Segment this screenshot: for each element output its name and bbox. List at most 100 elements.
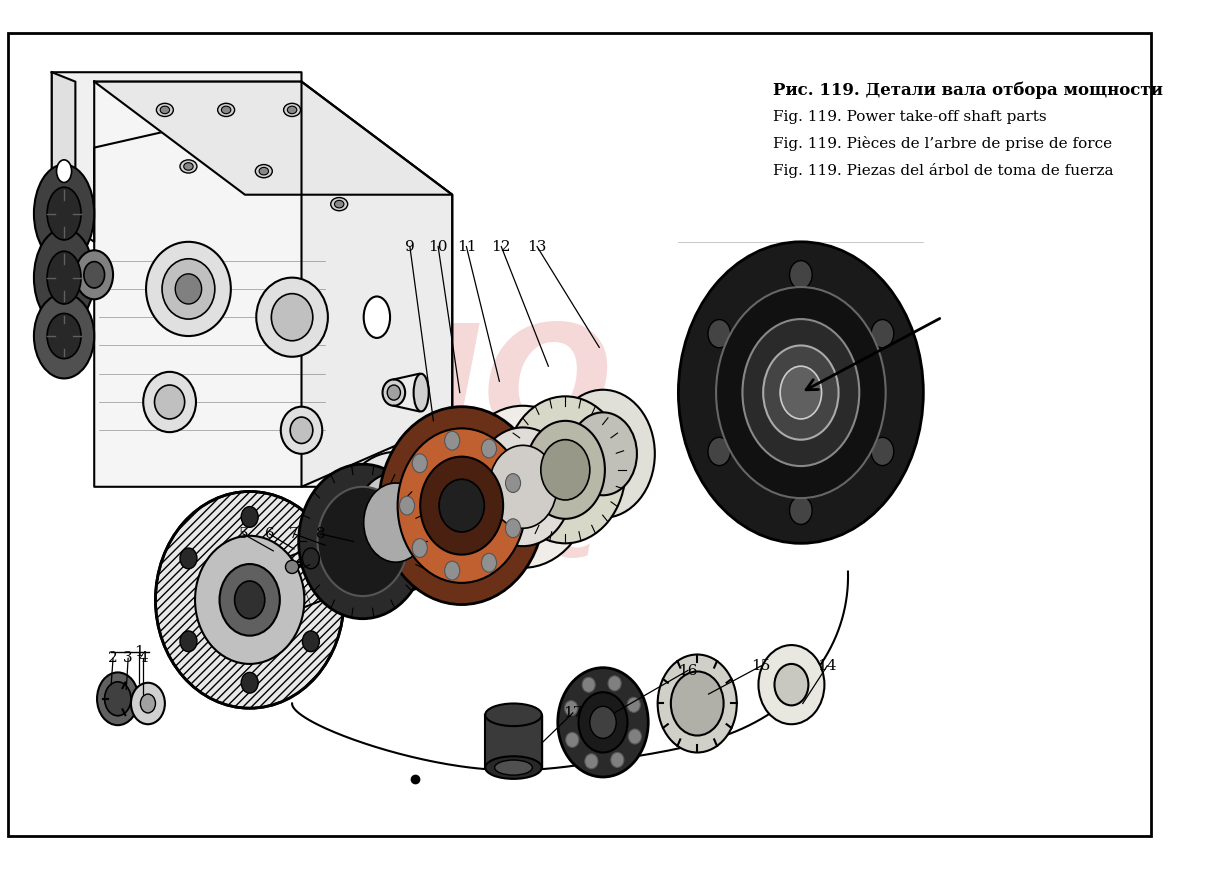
Ellipse shape bbox=[97, 673, 139, 725]
Ellipse shape bbox=[759, 645, 824, 724]
Ellipse shape bbox=[331, 197, 348, 210]
Ellipse shape bbox=[162, 259, 215, 319]
Ellipse shape bbox=[439, 480, 485, 532]
Ellipse shape bbox=[303, 548, 320, 569]
Ellipse shape bbox=[241, 673, 258, 693]
Ellipse shape bbox=[485, 704, 541, 726]
Ellipse shape bbox=[155, 385, 184, 419]
Ellipse shape bbox=[260, 168, 268, 175]
Ellipse shape bbox=[670, 672, 723, 735]
Text: Fig. 119. Piezas del árbol de toma de fuerza: Fig. 119. Piezas del árbol de toma de fu… bbox=[772, 163, 1113, 177]
Ellipse shape bbox=[551, 389, 654, 518]
Ellipse shape bbox=[506, 519, 520, 538]
Ellipse shape bbox=[256, 277, 328, 357]
Text: запчасти: запчасти bbox=[251, 435, 597, 501]
Ellipse shape bbox=[156, 103, 173, 116]
Ellipse shape bbox=[364, 483, 428, 562]
Ellipse shape bbox=[658, 654, 737, 753]
Ellipse shape bbox=[387, 385, 401, 400]
Ellipse shape bbox=[146, 242, 231, 336]
Ellipse shape bbox=[221, 106, 231, 114]
Ellipse shape bbox=[84, 262, 105, 288]
Ellipse shape bbox=[763, 346, 839, 440]
Text: 15: 15 bbox=[752, 659, 771, 673]
Ellipse shape bbox=[47, 187, 81, 240]
Ellipse shape bbox=[590, 706, 616, 739]
Text: ХАЛО: ХАЛО bbox=[121, 318, 614, 467]
Polygon shape bbox=[267, 501, 453, 614]
Ellipse shape bbox=[494, 760, 533, 775]
Ellipse shape bbox=[506, 474, 520, 493]
Ellipse shape bbox=[743, 319, 860, 466]
Ellipse shape bbox=[445, 431, 460, 450]
Ellipse shape bbox=[285, 561, 299, 574]
Text: Fig. 119. Pièces de l’arbre de prise de force: Fig. 119. Pièces de l’arbre de prise de … bbox=[772, 136, 1112, 151]
Ellipse shape bbox=[75, 250, 113, 299]
Ellipse shape bbox=[412, 539, 427, 557]
Polygon shape bbox=[52, 72, 301, 242]
Ellipse shape bbox=[525, 421, 605, 519]
Text: 16: 16 bbox=[678, 664, 697, 678]
Ellipse shape bbox=[47, 251, 81, 304]
Ellipse shape bbox=[400, 496, 415, 515]
Ellipse shape bbox=[582, 677, 595, 693]
Text: 13: 13 bbox=[528, 240, 547, 254]
Ellipse shape bbox=[34, 229, 95, 327]
Ellipse shape bbox=[219, 564, 280, 635]
Ellipse shape bbox=[584, 753, 598, 769]
Ellipse shape bbox=[871, 320, 894, 348]
Ellipse shape bbox=[140, 694, 155, 713]
Ellipse shape bbox=[627, 697, 641, 713]
Text: 12: 12 bbox=[492, 240, 510, 254]
Ellipse shape bbox=[155, 492, 344, 708]
Text: 6: 6 bbox=[264, 527, 274, 541]
Ellipse shape bbox=[288, 106, 296, 114]
Ellipse shape bbox=[383, 380, 405, 406]
Ellipse shape bbox=[611, 753, 624, 767]
Ellipse shape bbox=[337, 452, 454, 594]
Ellipse shape bbox=[57, 160, 71, 182]
Ellipse shape bbox=[47, 314, 81, 359]
Ellipse shape bbox=[421, 456, 503, 554]
Ellipse shape bbox=[775, 664, 808, 706]
Ellipse shape bbox=[412, 454, 427, 473]
Ellipse shape bbox=[608, 676, 621, 691]
Text: 2: 2 bbox=[108, 651, 118, 666]
Ellipse shape bbox=[481, 554, 497, 572]
Ellipse shape bbox=[241, 507, 258, 527]
Ellipse shape bbox=[445, 561, 460, 580]
Ellipse shape bbox=[303, 631, 320, 652]
Ellipse shape bbox=[143, 372, 196, 432]
Polygon shape bbox=[95, 82, 453, 195]
Ellipse shape bbox=[343, 552, 354, 563]
Ellipse shape bbox=[679, 242, 924, 543]
Ellipse shape bbox=[790, 496, 812, 525]
Ellipse shape bbox=[490, 445, 557, 528]
Polygon shape bbox=[52, 72, 75, 228]
Polygon shape bbox=[301, 82, 453, 487]
Ellipse shape bbox=[180, 548, 197, 569]
Text: 10: 10 bbox=[428, 240, 448, 254]
Text: 1: 1 bbox=[134, 645, 144, 659]
Text: Fig. 119. Power take-off shaft parts: Fig. 119. Power take-off shaft parts bbox=[772, 109, 1047, 124]
Ellipse shape bbox=[272, 294, 312, 341]
Ellipse shape bbox=[566, 733, 579, 747]
Ellipse shape bbox=[235, 581, 264, 619]
Ellipse shape bbox=[379, 407, 545, 605]
Ellipse shape bbox=[565, 700, 578, 716]
Text: ресс: ресс bbox=[383, 494, 598, 574]
Text: Рис. 119. Детали вала отбора мощности: Рис. 119. Детали вала отбора мощности bbox=[772, 82, 1162, 99]
Text: 11: 11 bbox=[456, 240, 476, 254]
Ellipse shape bbox=[196, 536, 304, 664]
Ellipse shape bbox=[290, 417, 312, 443]
Ellipse shape bbox=[569, 413, 637, 495]
Ellipse shape bbox=[256, 164, 272, 178]
Ellipse shape bbox=[317, 487, 408, 596]
Ellipse shape bbox=[180, 160, 197, 173]
Ellipse shape bbox=[299, 464, 427, 619]
Ellipse shape bbox=[284, 103, 300, 116]
Ellipse shape bbox=[34, 164, 95, 262]
Ellipse shape bbox=[354, 473, 437, 573]
Text: 3: 3 bbox=[123, 651, 133, 666]
Ellipse shape bbox=[130, 683, 165, 724]
